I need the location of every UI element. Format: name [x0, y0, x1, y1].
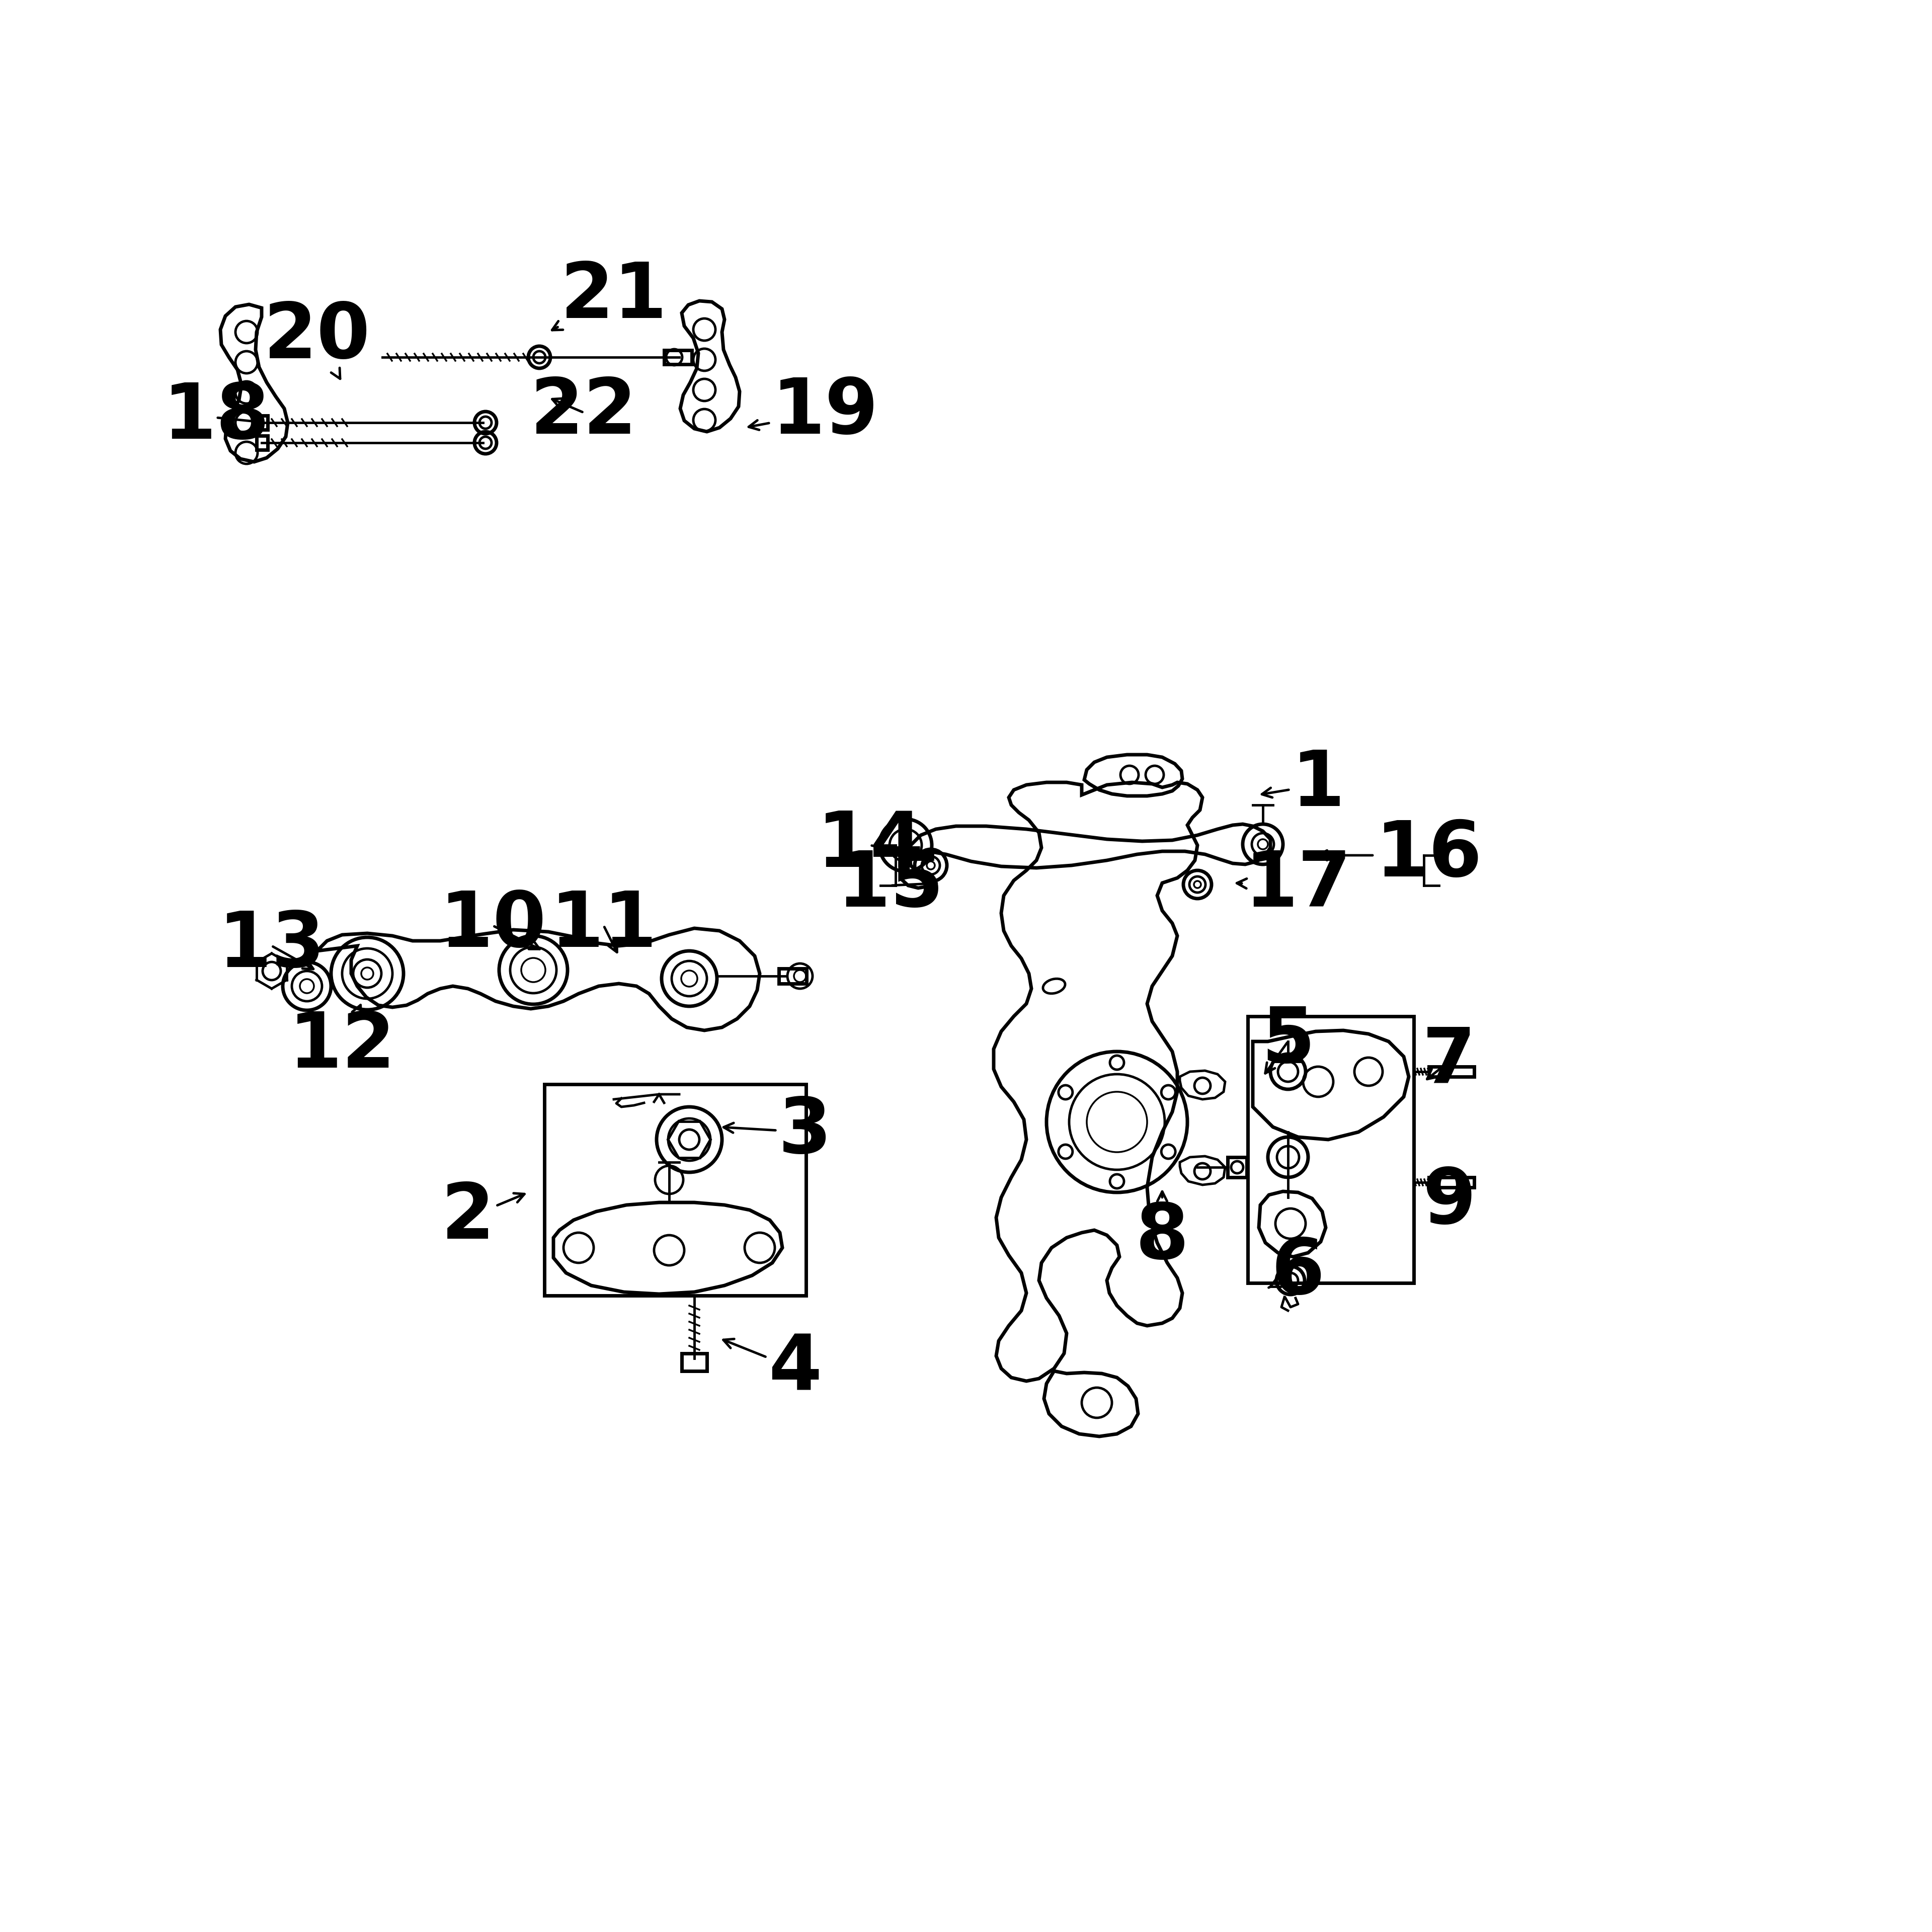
Bar	[1248, 1016, 1414, 1283]
Text: 7: 7	[1422, 1024, 1476, 1099]
Text: 2: 2	[440, 1180, 524, 1256]
Text: 17: 17	[1236, 848, 1352, 923]
Text: 11: 11	[551, 889, 657, 964]
Text: 19: 19	[750, 375, 879, 450]
Text: 1: 1	[1262, 748, 1345, 823]
Text: 6: 6	[1269, 1235, 1325, 1310]
Text: 20: 20	[263, 299, 371, 379]
Bar	[1227, 1157, 1246, 1177]
Text: 8: 8	[1136, 1192, 1188, 1275]
Bar	[1430, 1177, 1474, 1188]
Text: 9: 9	[1422, 1165, 1476, 1240]
Bar	[1430, 1066, 1474, 1076]
Bar	[665, 350, 692, 365]
Text: 10: 10	[440, 889, 547, 964]
Text: 13: 13	[218, 908, 325, 983]
Text: 22: 22	[529, 375, 638, 450]
Text: 14: 14	[817, 808, 923, 883]
Text: 15: 15	[837, 848, 945, 923]
Bar	[257, 415, 269, 429]
Text: 12: 12	[288, 1005, 396, 1084]
Bar	[257, 437, 269, 450]
Bar	[545, 1084, 806, 1296]
Bar	[682, 1354, 707, 1372]
Text: 3: 3	[725, 1095, 833, 1169]
Text: 18: 18	[162, 381, 270, 456]
Text: 4: 4	[723, 1331, 821, 1406]
Text: 21: 21	[553, 259, 667, 334]
Text: 16: 16	[1318, 817, 1482, 893]
Text: 5: 5	[1262, 1005, 1316, 1078]
Bar	[779, 968, 806, 983]
